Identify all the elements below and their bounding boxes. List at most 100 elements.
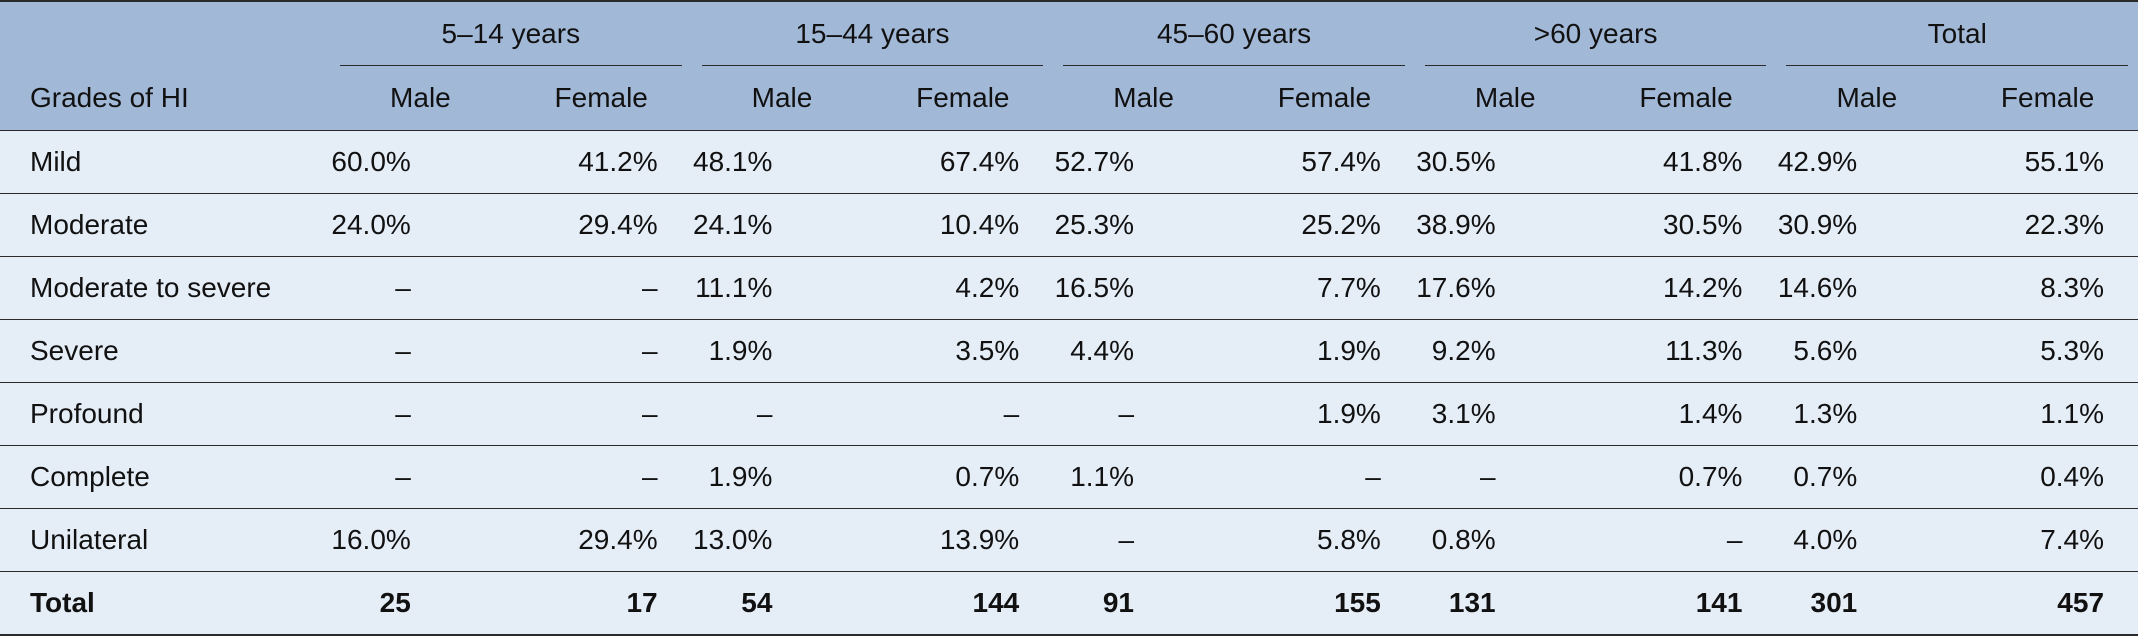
table-cell: – xyxy=(1053,508,1235,572)
total-row: Total 25 17 54 144 91 155 131 141 301 457 xyxy=(0,571,2138,636)
table-cell: 48.1% xyxy=(691,130,873,194)
table-cell: – xyxy=(510,445,692,509)
table-cell: 14.6% xyxy=(1776,256,1958,320)
subheader-female: Female xyxy=(510,66,692,131)
table-cell: 41.2% xyxy=(510,130,692,194)
table-cell: 11.1% xyxy=(691,256,873,320)
group-header-over-60: >60 years xyxy=(1415,1,1777,66)
row-header-label: Grades of HI xyxy=(0,66,330,131)
table-row: Moderate to severe – –11.1% 4.2% 16.5% 7.7% 17… xyxy=(0,256,2138,320)
table-row: Moderate 24.0% 29.4% 24.1% 10.4% 25.3% 25.2% 38… xyxy=(0,193,2138,257)
table-cell: 1.9% xyxy=(1234,319,1415,383)
row-label: Unilateral xyxy=(0,508,330,572)
subheader-male: Male xyxy=(691,66,873,131)
group-header-45-60: 45–60 years xyxy=(1053,1,1415,66)
table-cell: 13.9% xyxy=(872,508,1054,572)
table-cell: – xyxy=(691,382,873,446)
group-header-label: >60 years xyxy=(1533,18,1658,49)
table-cell: 0.7% xyxy=(1595,445,1777,509)
table-cell: 7.7% xyxy=(1234,256,1415,320)
table-row: Profound – – – – –1.9% 3.1% 1.4% 1.3% 1.1% xyxy=(0,382,2138,446)
table-cell: 25.3% xyxy=(1053,193,1235,257)
subheader-female: Female xyxy=(872,66,1054,131)
table-cell: 0.7% xyxy=(872,445,1054,509)
table-cell: 57.4% xyxy=(1234,130,1415,194)
table-cell: 29.4% xyxy=(510,193,692,257)
table-cell: 3.5% xyxy=(872,319,1054,383)
table-cell: 22.3% xyxy=(1957,193,2138,257)
row-label: Moderate to severe xyxy=(0,256,330,320)
table-cell: 131 xyxy=(1414,571,1596,636)
table-cell: – xyxy=(1595,508,1777,572)
table-cell: 25.2% xyxy=(1234,193,1415,257)
row-label: Profound xyxy=(0,382,330,446)
table-header: 5–14 years 15–44 years 45–60 years >60 y… xyxy=(0,1,2138,131)
table-cell: 301 xyxy=(1776,571,1958,636)
table-cell: 5.8% xyxy=(1234,508,1415,572)
table-cell: 24.1% xyxy=(691,193,873,257)
table-cell: – xyxy=(330,445,511,509)
subheader-female: Female xyxy=(1595,66,1777,131)
table-cell: 38.9% xyxy=(1414,193,1596,257)
table-cell: 0.7% xyxy=(1776,445,1958,509)
row-label: Mild xyxy=(0,130,330,194)
group-header-5-14: 5–14 years xyxy=(330,1,692,66)
table-cell: 0.4% xyxy=(1957,445,2138,509)
table-cell: 457 xyxy=(1957,571,2138,636)
header-corner xyxy=(0,1,330,66)
table-cell: – xyxy=(872,382,1054,446)
table-cell: – xyxy=(330,256,511,320)
table-cell: 1.1% xyxy=(1053,445,1235,509)
table-cell: 17 xyxy=(510,571,692,636)
table-cell: – xyxy=(510,382,692,446)
table-cell: 91 xyxy=(1053,571,1235,636)
table-cell: – xyxy=(510,256,692,320)
table-body: Mild 60.0% 41.2% 48.1% 67.4% 52.7% 57.4% 30.5% 4… xyxy=(0,130,2138,636)
header-row-groups: 5–14 years 15–44 years 45–60 years >60 y… xyxy=(0,1,2138,66)
table-cell: 7.4% xyxy=(1957,508,2138,572)
table-cell: 1.4% xyxy=(1595,382,1777,446)
table-cell: 25 xyxy=(330,571,511,636)
group-header-label: 5–14 years xyxy=(441,18,581,49)
subheader-male: Male xyxy=(1414,66,1596,131)
table-cell: 4.2% xyxy=(872,256,1054,320)
table-cell: 1.3% xyxy=(1776,382,1958,446)
group-header-15-44: 15–44 years xyxy=(692,1,1054,66)
table-cell: 3.1% xyxy=(1414,382,1596,446)
table-cell: 16.0% xyxy=(330,508,511,572)
subheader-male: Male xyxy=(1776,66,1958,131)
table-cell: 52.7% xyxy=(1053,130,1235,194)
subheader-male: Male xyxy=(1053,66,1235,131)
table-cell: – xyxy=(330,319,511,383)
table-cell: 54 xyxy=(691,571,873,636)
table-cell: – xyxy=(1414,445,1596,509)
table-cell: 1.9% xyxy=(691,445,873,509)
group-header-label: Total xyxy=(1927,18,1987,49)
table-cell: – xyxy=(1234,445,1415,509)
subheader-female: Female xyxy=(1234,66,1415,131)
group-header-label: 45–60 years xyxy=(1156,18,1312,49)
header-row-sex: Grades of HI Male Female Male Female Mal… xyxy=(0,66,2138,131)
group-header-label: 15–44 years xyxy=(795,18,950,49)
table-cell: 67.4% xyxy=(872,130,1054,194)
table-cell: 5.6% xyxy=(1776,319,1958,383)
table-cell: 5.3% xyxy=(1957,319,2138,383)
table-row: Complete – –1.9% 0.7% 1.1% – –0.7% 0.7% 0.4% xyxy=(0,445,2138,509)
table-cell: 1.9% xyxy=(1234,382,1415,446)
table-row: Unilateral 16.0% 29.4% 13.0% 13.9% –5.8% 0.8% –… xyxy=(0,508,2138,572)
row-label: Moderate xyxy=(0,193,330,257)
table-cell: 17.6% xyxy=(1414,256,1596,320)
table-cell: 55.1% xyxy=(1957,130,2138,194)
table-cell: 11.3% xyxy=(1595,319,1777,383)
table-cell: 1.9% xyxy=(691,319,873,383)
table-cell: 41.8% xyxy=(1595,130,1777,194)
table-cell: 13.0% xyxy=(691,508,873,572)
table-cell: 9.2% xyxy=(1414,319,1596,383)
table-cell: 144 xyxy=(872,571,1054,636)
table-cell: 29.4% xyxy=(510,508,692,572)
table-cell: 60.0% xyxy=(330,130,511,194)
table-cell: 24.0% xyxy=(330,193,511,257)
subheader-female: Female xyxy=(1957,66,2138,131)
